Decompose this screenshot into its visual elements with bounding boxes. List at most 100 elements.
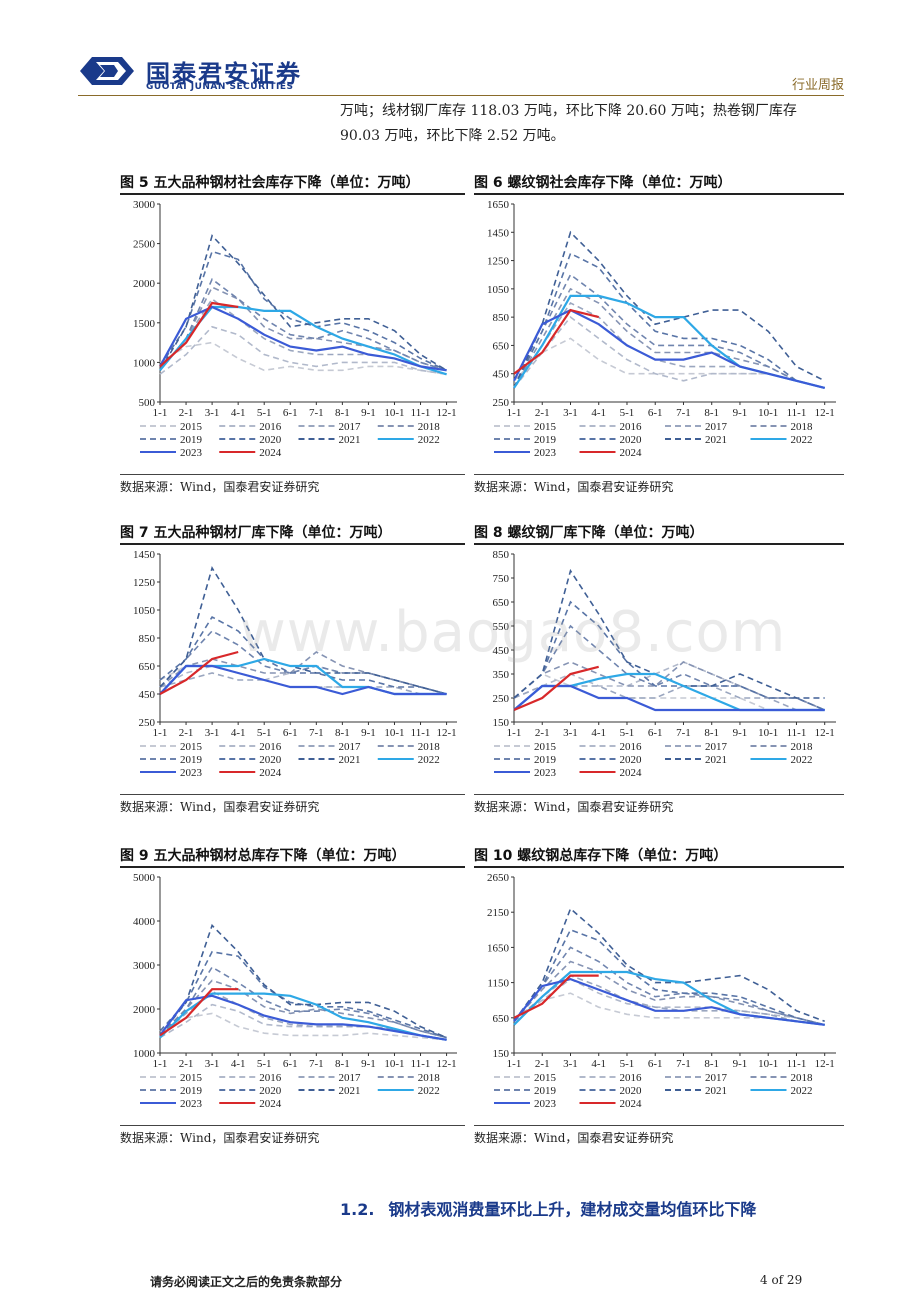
chart-0-x-tick-label: 6-1 — [283, 407, 298, 419]
chart-4-series-2024 — [159, 988, 239, 1037]
chart-4-y-tick-label: 3000 — [133, 960, 156, 972]
chart-3-y-tick-label: 650 — [493, 597, 510, 609]
chart-3-legend-label-2017: 2017 — [705, 741, 728, 753]
chart-1-x-tick-label: 1-1 — [507, 407, 522, 419]
figure-9-title: 图 9 五大品种钢材总库存下降（单位：万吨） — [120, 848, 406, 864]
figure-10-chart: 150 650 1150 1650 2150 2650 1-1 2-1 3-1 4-1 5-1 6-1… — [487, 872, 836, 1110]
chart-5-x-tick-label: 2-1 — [535, 1058, 550, 1070]
figure-6-source: 数据来源：Wind，国泰君安证券研究 — [474, 480, 674, 494]
chart-5-series-2024 — [513, 974, 599, 1019]
chart-3-legend-label-2019: 2019 — [534, 754, 557, 766]
chart-3-y-tick-label: 550 — [493, 621, 510, 633]
chart-4-x-tick-label: 4-1 — [231, 1058, 246, 1070]
chart-1-y-tick-label: 1450 — [487, 227, 510, 239]
chart-5-legend-label-2019: 2019 — [534, 1085, 557, 1097]
chart-5-legend-label-2022: 2022 — [791, 1085, 813, 1097]
chart-4-legend-label-2024: 2024 — [259, 1098, 282, 1110]
chart-1-legend-label-2022: 2022 — [791, 434, 813, 446]
chart-2-x-tick-label: 10-1 — [384, 727, 404, 739]
chart-0-x-tick-label: 5-1 — [257, 407, 272, 419]
chart-3-x-tick-label: 11-1 — [787, 727, 807, 739]
chart-1-series-2023 — [513, 308, 825, 389]
figure-5: 图 5 五大品种钢材社会库存下降（单位：万吨） 500 1000 1500 2000 2… — [120, 172, 465, 497]
chart-4-x-tick-label: 5-1 — [257, 1058, 272, 1070]
chart-2-series-2023 — [159, 664, 447, 696]
chart-0-legend-label-2015: 2015 — [180, 421, 203, 433]
chart-1-series-2019 — [513, 273, 825, 389]
chart-5-y-tick-label: 2150 — [487, 907, 510, 919]
figure-8-bottom-rule — [474, 794, 844, 795]
chart-3-y-tick-label: 450 — [493, 645, 510, 657]
chart-4-y-tick-label: 5000 — [133, 872, 156, 884]
chart-2-legend-label-2024: 2024 — [259, 767, 282, 779]
chart-3-legend-label-2018: 2018 — [791, 741, 814, 753]
chart-2-y-tick-label: 450 — [139, 689, 156, 701]
chart-4-legend-label-2017: 2017 — [339, 1072, 362, 1084]
chart-1-y-tick-label: 650 — [493, 340, 510, 352]
chart-1-x-tick-label: 6-1 — [648, 407, 663, 419]
figure-8-top-rule — [474, 543, 844, 545]
chart-2-legend-label-2022: 2022 — [418, 754, 440, 766]
chart-2-legend-label-2019: 2019 — [180, 754, 203, 766]
chart-5-x-tick-label: 3-1 — [563, 1058, 578, 1070]
figure-6-top-rule — [474, 193, 844, 195]
chart-3-x-tick-label: 12-1 — [815, 727, 835, 739]
chart-5-x-tick-label: 10-1 — [758, 1058, 778, 1070]
chart-3-series-2024 — [513, 665, 599, 712]
chart-0-y-tick-label: 3000 — [133, 199, 156, 211]
chart-2-y-tick-label: 650 — [139, 661, 156, 673]
chart-3-x-tick-label: 6-1 — [648, 727, 663, 739]
chart-4-x-tick-label: 7-1 — [309, 1058, 324, 1070]
chart-0-x-tick-label: 12-1 — [436, 407, 456, 419]
chart-1-series-2021 — [513, 230, 826, 389]
figure-5-source: 数据来源：Wind，国泰君安证券研究 — [120, 480, 320, 494]
figure-7-source: 数据来源：Wind，国泰君安证券研究 — [120, 800, 320, 814]
chart-5-legend-label-2017: 2017 — [705, 1072, 728, 1084]
chart-4-x-tick-label: 1-1 — [153, 1058, 168, 1070]
chart-0-series-2015 — [159, 341, 447, 376]
section-title: 钢材表观消费量环比上升，建材成交量均值环比下降 — [388, 1200, 757, 1219]
figure-9: 图 9 五大品种钢材总库存下降（单位：万吨） 1000 2000 3000 4000 5… — [120, 845, 465, 1150]
chart-5-y-tick-label: 1650 — [487, 942, 510, 954]
chart-2-x-tick-label: 7-1 — [309, 727, 324, 739]
chart-4-legend-label-2021: 2021 — [339, 1085, 361, 1097]
chart-2-series-2019 — [159, 630, 447, 695]
chart-3-series-2023 — [513, 684, 825, 712]
chart-4-y-tick-label: 1000 — [133, 1048, 156, 1060]
chart-1-series-2024 — [513, 308, 599, 375]
figure-6: 图 6 螺纹钢社会库存下降（单位：万吨） 250 450 650 850 1050 125… — [474, 172, 844, 497]
chart-0-legend-label-2020: 2020 — [259, 434, 282, 446]
chart-1-x-tick-label: 8-1 — [704, 407, 719, 419]
chart-0-x-tick-label: 1-1 — [153, 407, 168, 419]
chart-4-legend-label-2016: 2016 — [259, 1072, 282, 1084]
chart-4-x-tick-label: 11-1 — [411, 1058, 431, 1070]
chart-0-series-2018 — [159, 286, 447, 372]
chart-2-x-tick-label: 6-1 — [283, 727, 298, 739]
chart-2-series-2017 — [159, 672, 447, 695]
chart-4-series-2018 — [159, 979, 447, 1039]
chart-2-y-tick-label: 1450 — [133, 549, 156, 561]
chart-3-legend-label-2020: 2020 — [620, 754, 643, 766]
chart-0-legend-label-2017: 2017 — [339, 421, 362, 433]
chart-5-legend-label-2021: 2021 — [705, 1085, 727, 1097]
chart-0-legend-label-2021: 2021 — [339, 434, 361, 446]
chart-1-x-tick-label: 9-1 — [733, 407, 748, 419]
chart-2-x-tick-label: 3-1 — [205, 727, 220, 739]
figure-9-bottom-rule — [120, 1125, 465, 1126]
chart-0-x-tick-label: 7-1 — [309, 407, 324, 419]
chart-5-legend-label-2023: 2023 — [534, 1098, 557, 1110]
chart-0-series-2021 — [159, 234, 448, 371]
chart-5-legend-label-2024: 2024 — [620, 1098, 643, 1110]
chart-4-legend-label-2022: 2022 — [418, 1085, 440, 1097]
chart-3-legend-label-2023: 2023 — [534, 767, 557, 779]
chart-1-y-tick-label: 450 — [493, 369, 510, 381]
chart-5-y-tick-label: 2650 — [487, 872, 510, 884]
report-type-label: 行业周报 — [791, 78, 844, 93]
chart-2-x-tick-label: 1-1 — [153, 727, 168, 739]
chart-4-legend-label-2015: 2015 — [180, 1072, 203, 1084]
chart-5-legend-label-2020: 2020 — [620, 1085, 643, 1097]
figure-9-top-rule — [120, 866, 465, 868]
chart-0-x-tick-label: 3-1 — [205, 407, 220, 419]
chart-1-legend-label-2018: 2018 — [791, 421, 814, 433]
chart-0-y-tick-label: 2000 — [133, 278, 156, 290]
